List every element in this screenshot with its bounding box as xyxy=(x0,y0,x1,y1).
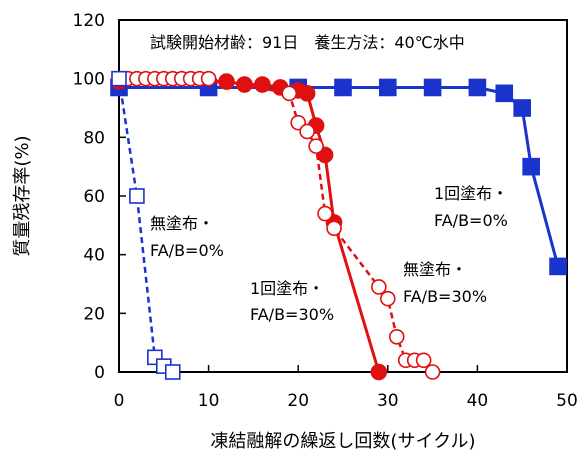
data-point xyxy=(514,100,530,116)
data-point xyxy=(300,86,315,101)
data-point xyxy=(309,139,323,153)
data-point xyxy=(327,221,341,235)
x-tick-label: 30 xyxy=(377,391,399,411)
y-tick-label: 40 xyxy=(83,246,105,266)
annotation-coat1-fa0-line2: FA/B=0% xyxy=(434,211,508,230)
data-point xyxy=(523,159,539,175)
data-point xyxy=(390,330,404,344)
data-point xyxy=(166,365,180,379)
data-point xyxy=(112,72,126,86)
data-point xyxy=(425,79,441,95)
y-tick-label: 20 xyxy=(83,304,105,324)
annotation-nocoat-fa0-line1: 無塗布・ xyxy=(150,214,214,233)
x-tick-label: 10 xyxy=(198,391,220,411)
data-point xyxy=(550,258,566,274)
data-point xyxy=(381,292,395,306)
data-point xyxy=(380,79,396,95)
data-point xyxy=(282,86,296,100)
data-point xyxy=(371,365,386,380)
x-tick-label: 50 xyxy=(556,391,578,411)
y-tick-label: 100 xyxy=(73,70,105,90)
annotation-nocoat-fa0-line2: FA/B=0% xyxy=(150,241,224,260)
x-tick-label: 0 xyxy=(114,391,125,411)
y-tick-label: 0 xyxy=(94,363,105,383)
data-point xyxy=(130,189,144,203)
annotation-coat1-fa0-line1: 1回塗布・ xyxy=(434,184,508,203)
annotation-coat1-fa30-line1: 1回塗布・ xyxy=(250,279,324,298)
data-point xyxy=(335,79,351,95)
annotation-coat1-fa30-line2: FA/B=30% xyxy=(250,305,334,324)
data-point xyxy=(318,207,332,221)
condition-text: 試験開始材齢：91日 養生方法：40℃水中 xyxy=(150,33,465,52)
data-point xyxy=(202,72,216,86)
y-axis-label: 質量残存率(%) xyxy=(12,135,33,256)
annotation-nocoat-fa30-line2: FA/B=30% xyxy=(403,287,487,306)
data-point xyxy=(372,280,386,294)
x-tick-label: 40 xyxy=(467,391,489,411)
x-tick-label: 20 xyxy=(287,391,309,411)
x-axis-label: 凍結融解の繰返し回数(サイクル) xyxy=(210,431,475,452)
annotation-nocoat-fa30-line1: 無塗布・ xyxy=(403,260,467,279)
y-tick-label: 80 xyxy=(83,128,105,148)
y-tick-label: 120 xyxy=(73,11,105,31)
data-point xyxy=(255,77,270,92)
data-point xyxy=(417,353,431,367)
data-point xyxy=(426,365,440,379)
data-point xyxy=(300,124,314,138)
data-point xyxy=(469,79,485,95)
data-point xyxy=(496,85,512,101)
y-tick-label: 60 xyxy=(83,187,105,207)
